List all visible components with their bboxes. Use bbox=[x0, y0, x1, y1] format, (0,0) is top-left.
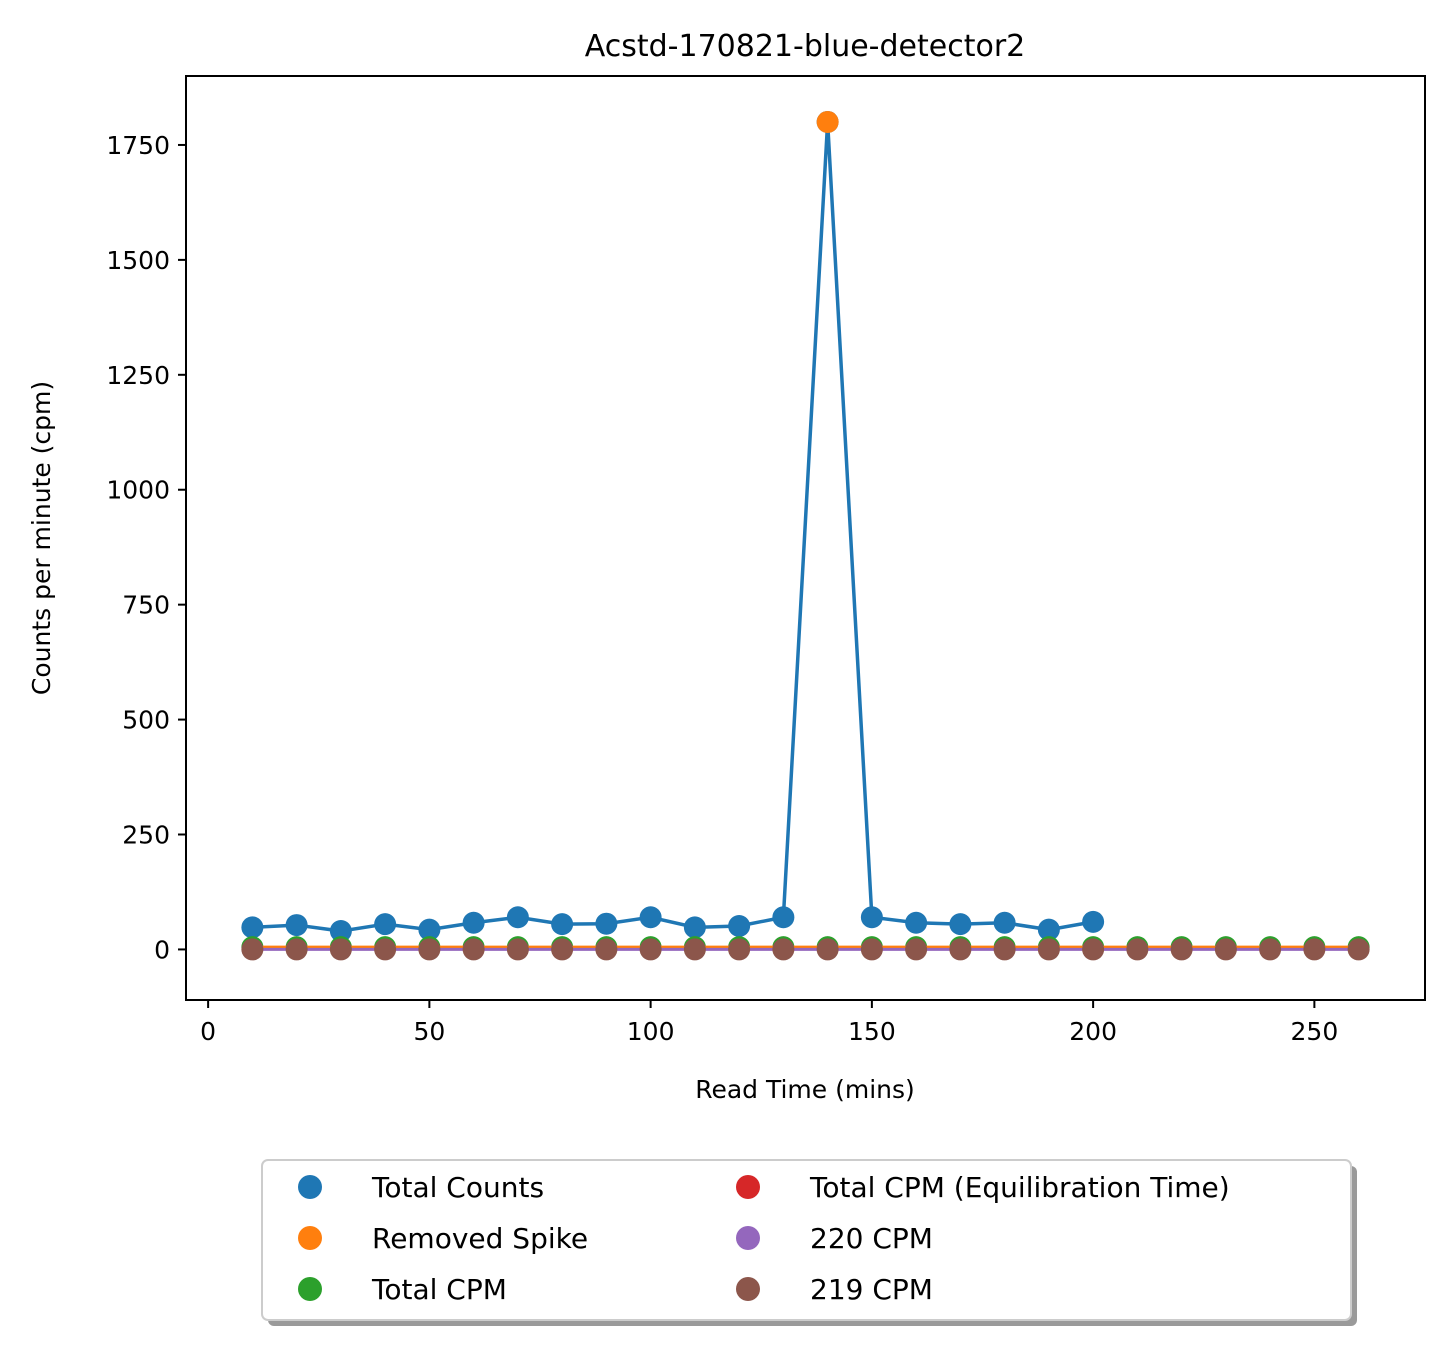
data-point bbox=[772, 938, 795, 961]
data-point bbox=[683, 916, 706, 939]
legend-marker bbox=[736, 1175, 760, 1199]
data-point bbox=[1347, 938, 1370, 961]
data-point bbox=[285, 914, 308, 937]
data-point bbox=[551, 913, 574, 936]
data-point bbox=[728, 914, 751, 937]
data-point bbox=[1037, 938, 1060, 961]
chart-title: Acstd-170821-blue-detector2 bbox=[585, 29, 1026, 64]
y-tick-label: 1750 bbox=[106, 131, 170, 160]
legend-label: Removed Spike bbox=[372, 1222, 588, 1255]
legend-marker bbox=[736, 1226, 760, 1250]
legend-label: 219 CPM bbox=[810, 1273, 933, 1306]
data-point bbox=[329, 920, 352, 943]
y-axis-label: Counts per minute (cpm) bbox=[27, 381, 56, 695]
y-axis: 0 250 500 750 1000 1250 1500 1750 bbox=[106, 131, 186, 964]
data-point bbox=[639, 906, 662, 929]
x-axis-label: Read Time (mins) bbox=[695, 1075, 915, 1104]
data-point bbox=[285, 938, 308, 961]
data-point bbox=[949, 913, 972, 936]
data-point bbox=[506, 938, 529, 961]
data-point bbox=[816, 938, 839, 961]
data-point bbox=[728, 938, 751, 961]
data-point bbox=[241, 938, 264, 961]
x-tick-label: 250 bbox=[1291, 1017, 1339, 1046]
data-point bbox=[1259, 938, 1282, 961]
data-point bbox=[551, 938, 574, 961]
series-line bbox=[252, 121, 1094, 933]
data-point bbox=[462, 911, 485, 934]
data-point bbox=[772, 906, 795, 929]
x-tick-label: 0 bbox=[200, 1017, 216, 1046]
data-point bbox=[374, 913, 397, 936]
x-tick-label: 100 bbox=[627, 1017, 675, 1046]
data-point bbox=[993, 938, 1016, 961]
legend-marker bbox=[298, 1277, 322, 1301]
data-point bbox=[1214, 938, 1237, 961]
y-tick-label: 250 bbox=[122, 821, 170, 850]
legend-label: Total Counts bbox=[371, 1171, 544, 1204]
legend-label: 220 CPM bbox=[810, 1222, 933, 1255]
legend-box bbox=[261, 1159, 1352, 1321]
data-point bbox=[1126, 938, 1149, 961]
axes-frame bbox=[185, 75, 1426, 1001]
data-point bbox=[639, 938, 662, 961]
data-point bbox=[860, 938, 883, 961]
y-tick-label: 1500 bbox=[106, 246, 170, 275]
legend-marker bbox=[736, 1277, 760, 1301]
data-point bbox=[905, 938, 928, 961]
y-tick-label: 0 bbox=[154, 935, 170, 964]
data-point bbox=[905, 911, 928, 934]
y-tick-label: 1250 bbox=[106, 361, 170, 390]
x-tick-label: 50 bbox=[413, 1017, 445, 1046]
data-point bbox=[595, 938, 618, 961]
data-point bbox=[1082, 910, 1105, 933]
data-point bbox=[1037, 918, 1060, 941]
y-tick-label: 1000 bbox=[106, 476, 170, 505]
legend-marker bbox=[298, 1226, 322, 1250]
x-axis: 0 50 100 150 200 250 bbox=[200, 1000, 1338, 1046]
data-point bbox=[1170, 938, 1193, 961]
data-point bbox=[241, 916, 264, 939]
y-tick-label: 750 bbox=[122, 591, 170, 620]
x-tick-label: 150 bbox=[848, 1017, 896, 1046]
data-point bbox=[993, 911, 1016, 934]
data-point bbox=[1303, 938, 1326, 961]
data-point bbox=[860, 906, 883, 929]
data-point bbox=[374, 938, 397, 961]
data-point bbox=[1082, 938, 1105, 961]
data-point bbox=[506, 906, 529, 929]
data-point bbox=[462, 938, 485, 961]
legend-marker bbox=[298, 1175, 322, 1199]
x-tick-label: 200 bbox=[1069, 1017, 1117, 1046]
data-point bbox=[683, 938, 706, 961]
legend: Total Counts Total CPM (Equilibration Tim… bbox=[261, 1159, 1357, 1326]
data-point bbox=[595, 912, 618, 935]
data-point bbox=[418, 938, 441, 961]
data-point bbox=[329, 938, 352, 961]
plot-area bbox=[241, 110, 1370, 961]
data-point bbox=[418, 918, 441, 941]
data-point bbox=[816, 110, 839, 133]
data-point bbox=[949, 938, 972, 961]
y-tick-label: 500 bbox=[122, 706, 170, 735]
legend-label: Total CPM (Equilibration Time) bbox=[809, 1171, 1230, 1204]
legend-label: Total CPM bbox=[371, 1273, 507, 1306]
